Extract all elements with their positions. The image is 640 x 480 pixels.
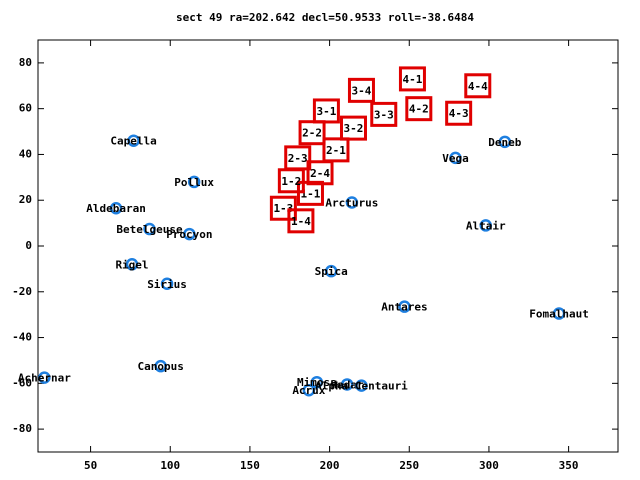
circle-marker xyxy=(355,379,368,392)
circle-marker xyxy=(143,222,156,236)
point-label: Rigel xyxy=(115,258,148,271)
circle-marker xyxy=(160,277,174,291)
y-tick-label: -60 xyxy=(12,376,32,389)
point-label: Achernar xyxy=(18,372,71,385)
square-marker xyxy=(445,100,473,126)
circle-marker xyxy=(449,151,462,165)
point-label: Arcturus xyxy=(325,197,378,210)
point-label: 1-4 xyxy=(291,215,311,228)
square-marker xyxy=(306,160,334,186)
point-label: 1-1 xyxy=(301,187,321,200)
circle-marker xyxy=(125,258,139,271)
x-tick-label: 350 xyxy=(559,459,579,472)
point-label: Pollux xyxy=(174,176,214,189)
point-label: 4-1 xyxy=(403,73,423,86)
square-marker xyxy=(284,145,312,171)
x-tick-label: 150 xyxy=(240,459,260,472)
point-label: 2-4 xyxy=(310,167,330,180)
circle-marker xyxy=(302,383,316,397)
point-label: Procyon xyxy=(166,228,212,241)
circle-marker xyxy=(498,135,512,149)
square-marker xyxy=(322,137,350,163)
point-label: Alpha Centauri xyxy=(315,380,408,393)
point-label: 3-4 xyxy=(352,84,372,97)
square-marker xyxy=(464,73,492,99)
x-tick-label: 250 xyxy=(399,459,419,472)
point-label: 1-2 xyxy=(281,175,301,188)
point-label: Spica xyxy=(315,265,348,278)
point-label: 3-3 xyxy=(374,108,394,121)
point-label: Vega xyxy=(442,152,469,165)
y-tick-label: 60 xyxy=(19,102,32,115)
point-label: 4-3 xyxy=(449,107,469,120)
circle-marker xyxy=(552,307,566,320)
y-tick-label: -80 xyxy=(12,422,32,435)
point-label: Aldebaran xyxy=(86,202,146,215)
circle-marker xyxy=(324,264,338,278)
circle-marker xyxy=(127,134,140,147)
point-label: 4-2 xyxy=(409,103,429,116)
point-label: 3-1 xyxy=(316,105,336,118)
square-marker xyxy=(269,195,297,221)
square-marker xyxy=(405,96,433,122)
point-label: Betelgeuse xyxy=(116,223,183,236)
point-label: 2-1 xyxy=(326,144,346,157)
y-tick-label: -20 xyxy=(12,285,32,298)
circle-marker xyxy=(310,375,324,389)
circle-marker xyxy=(183,227,196,241)
circle-marker xyxy=(340,378,354,391)
point-label: Sirius xyxy=(147,278,187,291)
y-tick-label: 40 xyxy=(19,147,32,160)
square-marker xyxy=(339,115,367,141)
square-marker xyxy=(347,77,375,103)
point-label: 2-3 xyxy=(288,152,308,165)
point-label: 3-2 xyxy=(344,122,364,135)
circle-marker xyxy=(154,359,167,373)
square-marker xyxy=(398,66,426,92)
y-tick-label: 80 xyxy=(19,56,32,69)
x-tick-label: 300 xyxy=(479,459,499,472)
x-tick-label: 50 xyxy=(84,459,97,472)
y-tick-label: 0 xyxy=(25,239,32,252)
circle-marker xyxy=(345,196,359,209)
point-label: Altair xyxy=(466,219,506,232)
square-marker xyxy=(370,101,398,127)
square-marker xyxy=(298,120,326,146)
circle-marker xyxy=(398,300,411,313)
y-tick-label: 20 xyxy=(19,193,32,206)
point-label: Hadar xyxy=(331,378,364,391)
point-label: Fomalhaut xyxy=(529,308,589,321)
point-label: 4-4 xyxy=(468,80,488,93)
circle-marker xyxy=(38,371,51,384)
circle-marker xyxy=(109,201,123,215)
point-label: Deneb xyxy=(488,136,521,149)
square-marker xyxy=(312,98,340,124)
point-label: Antares xyxy=(381,301,427,314)
x-tick-label: 200 xyxy=(320,459,340,472)
point-label: Capella xyxy=(110,135,156,148)
circle-marker xyxy=(187,175,201,189)
x-tick-label: 100 xyxy=(160,459,180,472)
point-label: Canopus xyxy=(138,360,184,373)
circle-marker xyxy=(479,219,492,232)
chart-title: sect 49 ra=202.642 decl=50.9533 roll=-38… xyxy=(176,11,474,24)
y-tick-label: -40 xyxy=(12,331,32,344)
point-label: Mimosa xyxy=(297,376,337,389)
square-marker xyxy=(287,208,315,234)
point-label: 2-2 xyxy=(302,127,322,140)
